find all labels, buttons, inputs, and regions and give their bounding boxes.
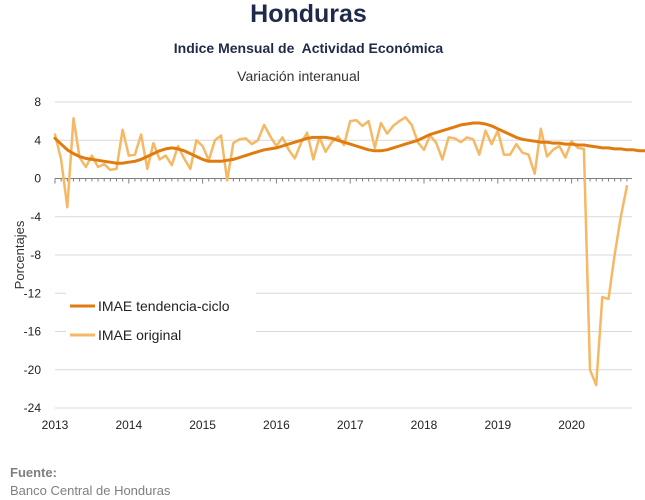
x-tick-label: 2013	[42, 418, 69, 432]
x-tick-label: 2019	[484, 418, 511, 432]
y-tick-label: 8	[34, 95, 41, 109]
y-tick-label: 0	[34, 172, 41, 186]
zero-line	[54, 178, 632, 184]
y-tick-label: -8	[30, 248, 41, 262]
legend-label: IMAE tendencia-ciclo	[98, 298, 230, 314]
y-axis-label: Porcentajes	[12, 220, 27, 289]
series-line-trend	[53, 121, 645, 165]
chart-subtitle-secondary: Variación interanual	[237, 68, 360, 84]
x-tick-label: 2016	[263, 418, 290, 432]
series-lines	[53, 116, 645, 387]
y-tick-label: -4	[30, 210, 41, 224]
source-label: Fuente:	[10, 465, 57, 480]
y-tick-label: -24	[24, 401, 42, 415]
y-tick-label: -12	[24, 286, 42, 300]
x-tick-label: 2015	[189, 418, 216, 432]
x-tick-label: 2017	[337, 418, 364, 432]
x-tick-label: 2018	[411, 418, 438, 432]
page-title: Honduras	[250, 0, 367, 28]
chart-area: 8 4 0 -4 -8 -12 -16 -20 -24 2013 2014 2015 2016 2017…	[12, 95, 645, 432]
y-axis-ticks: 8 4 0 -4 -8 -12 -16 -20 -24	[24, 95, 42, 415]
y-tick-label: 4	[34, 133, 41, 147]
legend-label: IMAE original	[98, 327, 181, 343]
x-tick-label: 2020	[558, 418, 585, 432]
x-tick-label: 2014	[115, 418, 142, 432]
chart-subtitle: Indice Mensual de Actividad Económica	[173, 40, 444, 56]
legend-box	[66, 290, 256, 348]
x-axis-ticks: 2013 2014 2015 2016 2017 2018 2019 2020	[42, 418, 586, 432]
source-text: Banco Central de Honduras	[10, 483, 171, 498]
y-tick-label: -20	[24, 363, 42, 377]
y-tick-label: -16	[24, 325, 42, 339]
legend: IMAE tendencia-ciclo IMAE original	[66, 290, 256, 348]
